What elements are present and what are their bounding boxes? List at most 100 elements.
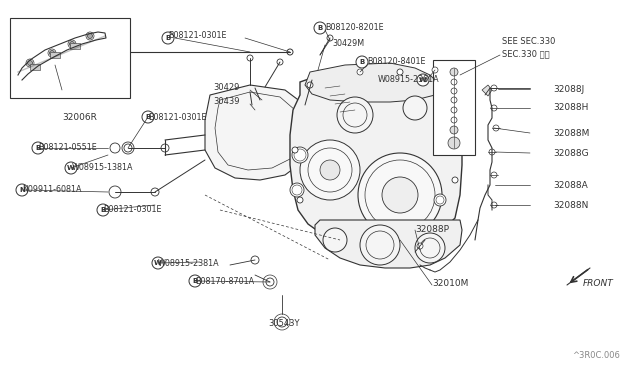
Circle shape [189, 275, 201, 287]
Circle shape [142, 111, 154, 123]
Polygon shape [205, 85, 310, 180]
Circle shape [266, 278, 274, 286]
Polygon shape [482, 85, 492, 96]
Circle shape [417, 74, 429, 86]
Circle shape [360, 225, 400, 265]
Circle shape [450, 126, 458, 134]
Text: SEC.330 参照: SEC.330 参照 [502, 49, 550, 58]
Text: B08121-0551E: B08121-0551E [38, 144, 97, 153]
Polygon shape [305, 63, 440, 102]
Text: 32088J: 32088J [553, 84, 584, 93]
Circle shape [314, 22, 326, 34]
Text: 32088P: 32088P [415, 225, 449, 234]
Circle shape [70, 42, 74, 46]
Circle shape [297, 197, 303, 203]
Circle shape [277, 317, 287, 327]
Circle shape [152, 257, 164, 269]
Circle shape [491, 85, 497, 91]
Text: B08121-0301E: B08121-0301E [168, 32, 227, 41]
Circle shape [489, 149, 495, 155]
Circle shape [161, 144, 169, 152]
Circle shape [247, 55, 253, 61]
Text: W: W [419, 77, 427, 83]
Circle shape [251, 256, 259, 264]
Circle shape [491, 105, 497, 111]
Text: W08915-1381A: W08915-1381A [72, 164, 134, 173]
Text: 32088A: 32088A [553, 180, 588, 189]
Circle shape [451, 79, 457, 85]
Circle shape [357, 69, 363, 75]
Circle shape [292, 147, 308, 163]
Circle shape [451, 117, 457, 123]
Bar [10, 18, 130, 98]
Circle shape [28, 61, 33, 65]
Text: SEE SEC.330: SEE SEC.330 [502, 38, 556, 46]
Circle shape [300, 140, 360, 200]
Text: W: W [154, 260, 162, 266]
Circle shape [97, 204, 109, 216]
Circle shape [491, 172, 497, 178]
Circle shape [327, 35, 333, 41]
Circle shape [451, 88, 457, 94]
Polygon shape [50, 52, 60, 58]
Circle shape [323, 228, 347, 252]
Text: B: B [165, 35, 171, 41]
Text: ^3R0C.006: ^3R0C.006 [572, 351, 620, 360]
Text: B08120-8401E: B08120-8401E [367, 58, 426, 67]
Circle shape [88, 33, 93, 38]
Circle shape [342, 232, 358, 248]
Circle shape [442, 92, 448, 98]
Text: 30429: 30429 [213, 83, 239, 93]
Circle shape [309, 77, 315, 83]
Circle shape [292, 147, 298, 153]
Circle shape [16, 184, 28, 196]
Circle shape [49, 51, 54, 55]
Circle shape [397, 69, 403, 75]
Text: 32088H: 32088H [553, 103, 588, 112]
Text: 32010M: 32010M [432, 279, 468, 288]
Text: B: B [100, 207, 106, 213]
Text: B08120-8201E: B08120-8201E [325, 23, 383, 32]
Circle shape [382, 177, 418, 213]
Circle shape [151, 188, 159, 196]
Circle shape [337, 97, 373, 133]
Circle shape [356, 56, 368, 68]
Polygon shape [315, 220, 462, 268]
Bar [433, 60, 475, 155]
Circle shape [110, 143, 120, 153]
Text: 32006R: 32006R [62, 113, 97, 122]
Circle shape [358, 153, 442, 237]
Text: B: B [360, 59, 365, 65]
Text: W: W [67, 165, 75, 171]
Circle shape [393, 233, 407, 247]
Text: B08121-0301E: B08121-0301E [103, 205, 161, 215]
Circle shape [320, 160, 340, 180]
Text: B08121-0301E: B08121-0301E [148, 112, 207, 122]
Text: B: B [145, 114, 150, 120]
Text: W08915-2381A: W08915-2381A [378, 76, 440, 84]
Polygon shape [290, 68, 462, 243]
Circle shape [417, 243, 423, 249]
Polygon shape [70, 43, 80, 49]
Text: 30439: 30439 [213, 97, 239, 106]
Text: N: N [19, 187, 25, 193]
Text: 30429M: 30429M [332, 38, 364, 48]
Circle shape [403, 96, 427, 120]
Text: B08170-8701A: B08170-8701A [195, 276, 254, 285]
Circle shape [448, 137, 460, 149]
Circle shape [162, 32, 174, 44]
Circle shape [434, 194, 446, 206]
Text: B: B [317, 25, 323, 31]
Circle shape [491, 202, 497, 208]
Circle shape [109, 186, 121, 198]
Text: B: B [193, 278, 198, 284]
Circle shape [437, 229, 443, 235]
Circle shape [65, 162, 77, 174]
Circle shape [432, 67, 438, 73]
Circle shape [451, 107, 457, 113]
Circle shape [287, 49, 293, 55]
Circle shape [493, 125, 499, 131]
Circle shape [277, 59, 283, 65]
Polygon shape [30, 64, 40, 70]
Text: 32088N: 32088N [553, 201, 588, 209]
